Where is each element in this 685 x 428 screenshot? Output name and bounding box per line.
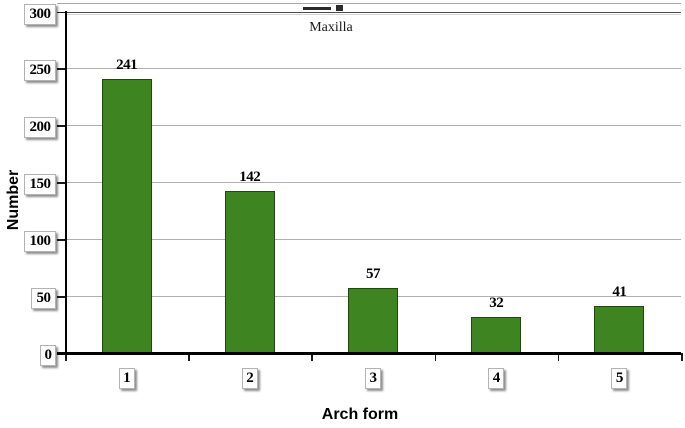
x-tick bbox=[311, 353, 313, 361]
y-tick bbox=[57, 239, 65, 241]
cropped-legend-text-fragment bbox=[336, 5, 343, 11]
y-tick-label: 250 bbox=[24, 60, 56, 82]
x-tick bbox=[434, 353, 437, 361]
y-tick bbox=[57, 296, 65, 298]
bar-value-label: 142 bbox=[239, 169, 261, 186]
cropped-legend-text-fragment bbox=[303, 7, 331, 10]
bar-value-label: 32 bbox=[489, 294, 504, 311]
cropped-legend-border-fragment bbox=[57, 3, 681, 4]
x-axis-title: Arch form bbox=[321, 406, 399, 423]
y-axis-line bbox=[65, 11, 67, 355]
x-tick-label: 4 bbox=[488, 368, 505, 389]
y-tick bbox=[57, 11, 65, 13]
legend-label-maxilla: Maxilla bbox=[309, 20, 353, 35]
bar bbox=[594, 306, 645, 353]
y-tick bbox=[57, 182, 65, 184]
x-axis-line bbox=[57, 352, 681, 355]
x-tick-label: 2 bbox=[241, 368, 258, 389]
y-tick-label: 50 bbox=[31, 288, 56, 310]
y-axis-title: Number bbox=[5, 169, 22, 231]
gridline bbox=[65, 68, 681, 70]
bar-value-label: 57 bbox=[366, 266, 381, 283]
y-tick-label: 0 bbox=[40, 345, 56, 366]
x-tick bbox=[557, 353, 560, 361]
bar bbox=[348, 288, 398, 353]
y-tick-label: 200 bbox=[24, 117, 56, 139]
x-tick-label: 3 bbox=[365, 368, 381, 389]
y-tick-label: 300 bbox=[24, 3, 56, 25]
gridline-shadow bbox=[65, 13, 681, 15]
gridline bbox=[65, 239, 681, 241]
bar bbox=[224, 191, 275, 353]
bar bbox=[101, 78, 152, 353]
x-tick bbox=[65, 353, 67, 361]
x-tick-label: 1 bbox=[118, 368, 135, 389]
y-tick bbox=[57, 68, 65, 70]
y-tick-label: 150 bbox=[24, 174, 56, 196]
gridline bbox=[65, 125, 681, 127]
x-tick bbox=[681, 353, 683, 361]
y-tick-label: 100 bbox=[24, 231, 56, 253]
gridline bbox=[65, 182, 681, 184]
x-tick bbox=[188, 353, 190, 361]
x-tick-label: 5 bbox=[611, 368, 628, 389]
bar bbox=[471, 316, 522, 353]
bar-value-label: 241 bbox=[116, 56, 138, 73]
y-tick bbox=[57, 125, 65, 127]
bar-value-label: 41 bbox=[612, 284, 627, 301]
gridline bbox=[65, 11, 681, 13]
